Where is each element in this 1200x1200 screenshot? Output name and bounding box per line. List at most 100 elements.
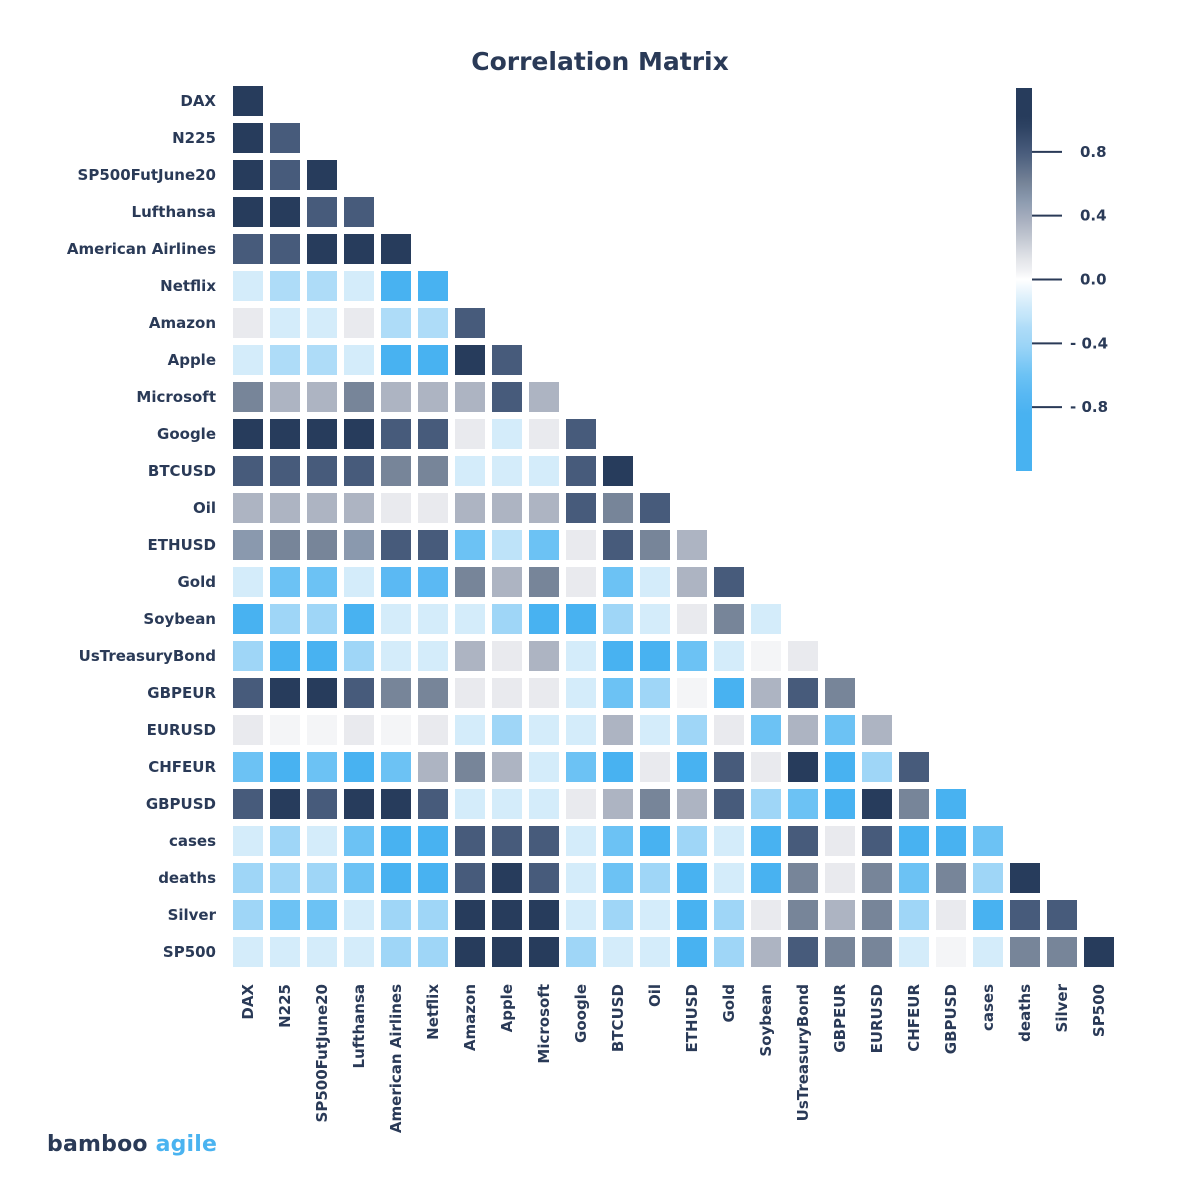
column-label: cases xyxy=(979,984,997,1031)
heatmap-cell-23-6 xyxy=(455,937,485,967)
column-label: UsTreasuryBond xyxy=(794,984,812,1121)
colorbar-tick-label: - 0.4 xyxy=(1070,334,1108,352)
heatmap-cell-13-3 xyxy=(344,567,374,597)
row-label: N225 xyxy=(172,129,216,147)
heatmap-cell-11-0 xyxy=(233,493,263,523)
heatmap-cell-23-3 xyxy=(344,937,374,967)
heatmap-cell-17-5 xyxy=(418,715,448,745)
heatmap-cell-13-4 xyxy=(381,567,411,597)
heatmap-cell-19-0 xyxy=(233,789,263,819)
heatmap-cell-13-12 xyxy=(677,567,707,597)
heatmap-cell-18-11 xyxy=(640,752,670,782)
heatmap-cell-9-6 xyxy=(455,419,485,449)
row-label: Netflix xyxy=(160,277,216,295)
heatmap-cell-20-4 xyxy=(381,826,411,856)
heatmap-cell-4-0 xyxy=(233,234,263,264)
heatmap-cell-8-2 xyxy=(307,382,337,412)
heatmap-cell-21-17 xyxy=(862,863,892,893)
heatmap-cell-23-8 xyxy=(529,937,559,967)
heatmap-cell-10-1 xyxy=(270,456,300,486)
heatmap-cell-1-0 xyxy=(233,123,263,153)
logo-part1: bamboo xyxy=(47,1132,148,1157)
column-label: Soybean xyxy=(757,984,775,1057)
heatmap-cell-19-1 xyxy=(270,789,300,819)
heatmap-cell-23-14 xyxy=(751,937,781,967)
logo-part2: agile xyxy=(155,1132,218,1157)
heatmap-cell-18-10 xyxy=(603,752,633,782)
heatmap-cell-20-16 xyxy=(825,826,855,856)
heatmap-cell-18-1 xyxy=(270,752,300,782)
heatmap-cell-21-3 xyxy=(344,863,374,893)
heatmap-cell-16-15 xyxy=(788,678,818,708)
column-label: deaths xyxy=(1016,984,1034,1042)
heatmap-cell-21-14 xyxy=(751,863,781,893)
heatmap-cell-14-1 xyxy=(270,604,300,634)
column-label: Gold xyxy=(720,984,738,1023)
heatmap-cell-6-4 xyxy=(381,308,411,338)
heatmap-cell-21-18 xyxy=(899,863,929,893)
heatmap-cell-18-8 xyxy=(529,752,559,782)
row-label: EURUSD xyxy=(147,721,216,739)
heatmap-cell-5-4 xyxy=(381,271,411,301)
heatmap-cell-18-14 xyxy=(751,752,781,782)
heatmap-cell-21-2 xyxy=(307,863,337,893)
heatmap-cell-20-19 xyxy=(936,826,966,856)
heatmap-cell-18-2 xyxy=(307,752,337,782)
heatmap-cell-19-15 xyxy=(788,789,818,819)
heatmap-cell-14-4 xyxy=(381,604,411,634)
row-label: Lufthansa xyxy=(132,203,216,221)
heatmap-cell-17-16 xyxy=(825,715,855,745)
heatmap-cell-7-4 xyxy=(381,345,411,375)
heatmap-cell-22-10 xyxy=(603,900,633,930)
heatmap-cell-19-4 xyxy=(381,789,411,819)
heatmap-cell-13-8 xyxy=(529,567,559,597)
heatmap-cell-16-4 xyxy=(381,678,411,708)
row-label: DAX xyxy=(180,92,216,110)
heatmap-cell-23-0 xyxy=(233,937,263,967)
heatmap-cell-10-3 xyxy=(344,456,374,486)
heatmap-cell-20-2 xyxy=(307,826,337,856)
heatmap-cell-22-5 xyxy=(418,900,448,930)
heatmap-cell-0-0 xyxy=(233,86,263,116)
heatmap-cell-17-2 xyxy=(307,715,337,745)
heatmap-cell-12-3 xyxy=(344,530,374,560)
heatmap-cell-23-5 xyxy=(418,937,448,967)
heatmap-cell-17-14 xyxy=(751,715,781,745)
heatmap-cell-18-0 xyxy=(233,752,263,782)
heatmap-cell-22-12 xyxy=(677,900,707,930)
heatmap-cell-18-3 xyxy=(344,752,374,782)
heatmap-cell-23-19 xyxy=(936,937,966,967)
heatmap-cell-13-0 xyxy=(233,567,263,597)
heatmap-cell-8-4 xyxy=(381,382,411,412)
column-label: SP500FutJune20 xyxy=(313,984,331,1122)
heatmap-cell-10-2 xyxy=(307,456,337,486)
heatmap-cell-18-6 xyxy=(455,752,485,782)
heatmap-cell-14-7 xyxy=(492,604,522,634)
heatmap-cell-15-0 xyxy=(233,641,263,671)
heatmap-cell-15-7 xyxy=(492,641,522,671)
heatmap-cell-16-14 xyxy=(751,678,781,708)
heatmap-cell-20-12 xyxy=(677,826,707,856)
heatmap-cell-15-1 xyxy=(270,641,300,671)
heatmap-cell-22-2 xyxy=(307,900,337,930)
heatmap-cell-23-16 xyxy=(825,937,855,967)
heatmap-cell-12-5 xyxy=(418,530,448,560)
heatmap-cell-16-2 xyxy=(307,678,337,708)
heatmap-cell-13-13 xyxy=(714,567,744,597)
column-label: Netflix xyxy=(424,984,442,1040)
heatmap-cell-12-4 xyxy=(381,530,411,560)
heatmap-cell-20-20 xyxy=(973,826,1003,856)
heatmap-cell-9-8 xyxy=(529,419,559,449)
column-label: EURUSD xyxy=(868,984,886,1053)
column-label: Google xyxy=(572,984,590,1043)
heatmap-cell-21-19 xyxy=(936,863,966,893)
heatmap-cell-10-6 xyxy=(455,456,485,486)
heatmap-cell-20-9 xyxy=(566,826,596,856)
heatmap-cell-7-1 xyxy=(270,345,300,375)
heatmap-cell-23-23 xyxy=(1084,937,1114,967)
heatmap-cell-16-0 xyxy=(233,678,263,708)
heatmap-cell-19-10 xyxy=(603,789,633,819)
heatmap-cell-17-0 xyxy=(233,715,263,745)
heatmap-cell-20-14 xyxy=(751,826,781,856)
row-label: GBPUSD xyxy=(146,795,216,813)
